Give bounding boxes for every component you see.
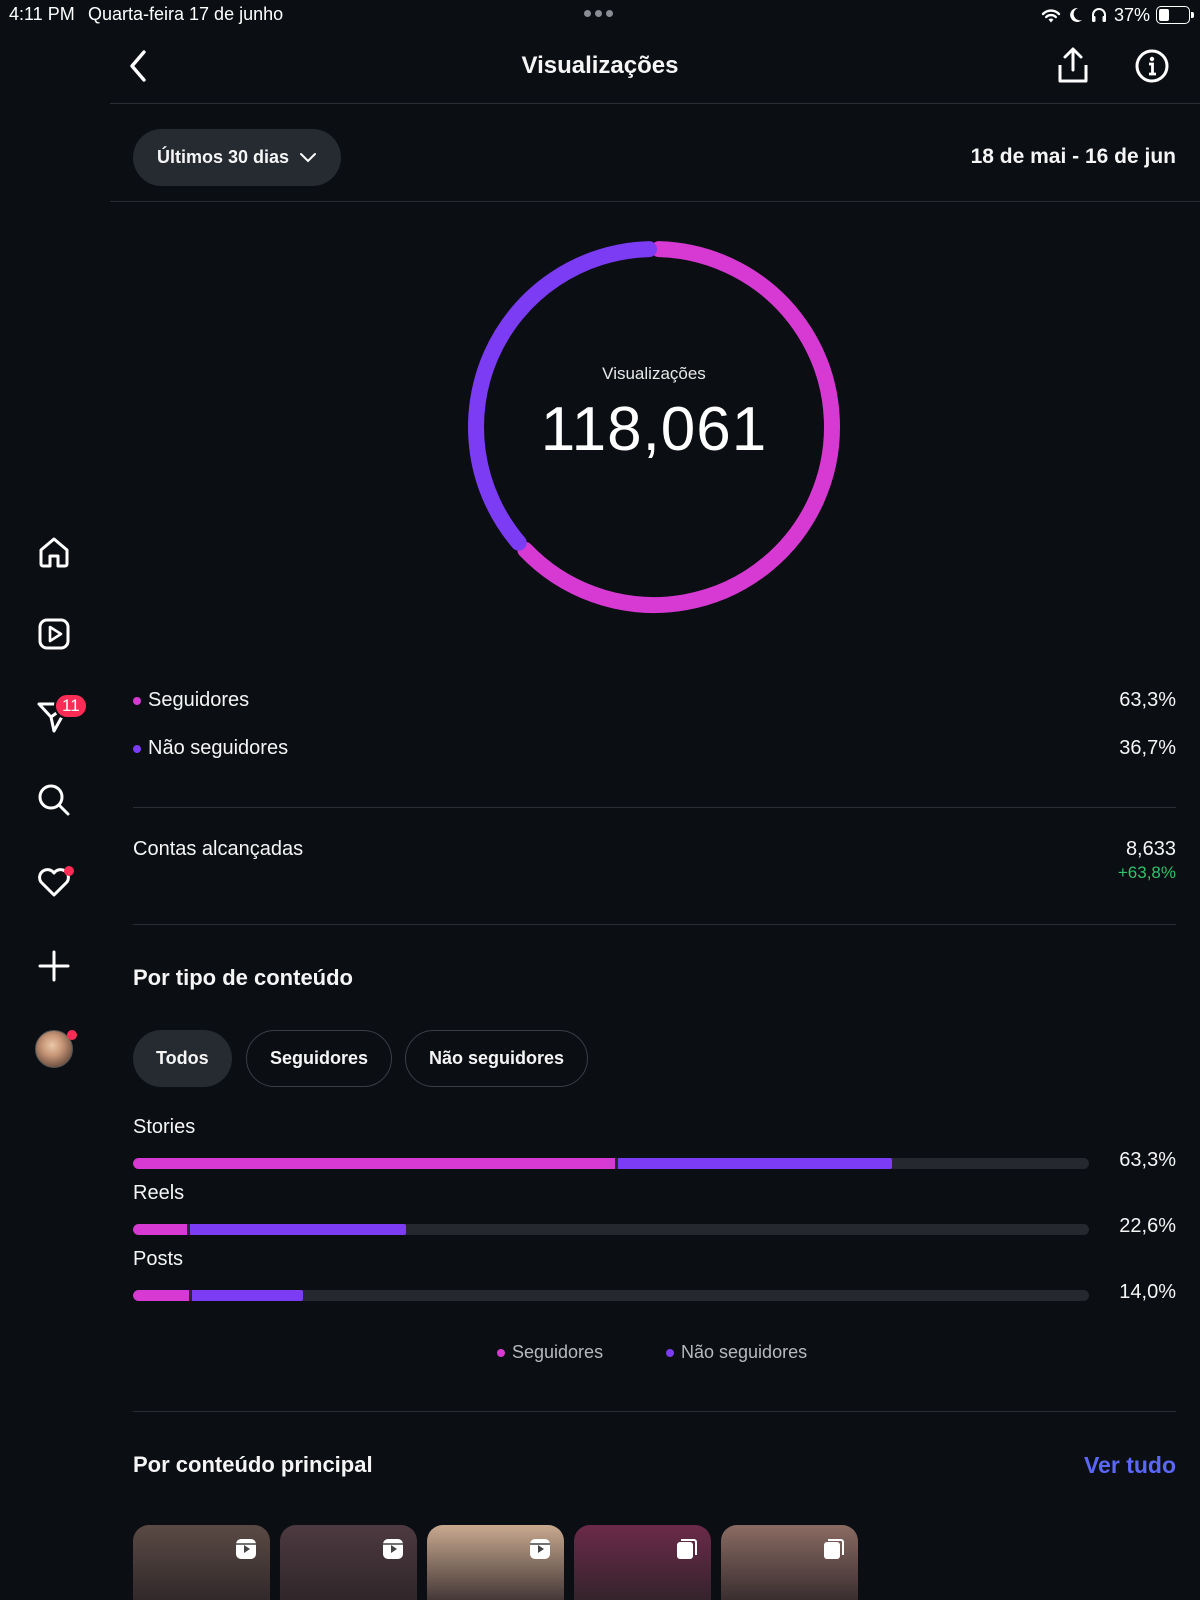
non-followers-row: Não seguidores 36,7% [133, 737, 1176, 760]
date-range: 18 de mai - 16 de jun [970, 145, 1176, 168]
status-time: 4:11 PM [9, 4, 75, 24]
content-type-divider [133, 1411, 1176, 1412]
top-content-thumbnail[interactable] [574, 1525, 711, 1600]
multitasking-dots-icon[interactable] [584, 10, 616, 18]
donut-label: Visualizações [602, 364, 706, 383]
share-button[interactable] [1054, 46, 1092, 86]
followers-percent: 63,3% [1119, 689, 1176, 711]
header-divider [110, 103, 1200, 104]
bar-segment-stories-followers [133, 1158, 615, 1169]
non-followers-dot [133, 744, 141, 753]
reels-icon[interactable] [34, 614, 74, 654]
see-all-link[interactable]: Ver tudo [1083, 1452, 1176, 1478]
legend-non-followers-dot [666, 1348, 674, 1357]
activity-dot [64, 866, 74, 876]
legend-followers-label: Seguidores [512, 1342, 604, 1362]
battery-icon [1156, 6, 1194, 24]
bar-segment-posts-non-followers [192, 1290, 304, 1301]
donut-non-followers-arc [468, 241, 658, 551]
followers-dot [133, 696, 141, 705]
views-total: 118,061 [540, 395, 768, 464]
home-icon[interactable] [34, 532, 74, 572]
create-plus-icon[interactable] [34, 946, 74, 986]
audience-divider [133, 807, 1176, 808]
reach-divider [133, 924, 1176, 925]
reach-value: 8,633 [1125, 838, 1176, 860]
bar-percent-stories: 63,3% [1119, 1149, 1176, 1171]
top-content-thumbnail[interactable] [721, 1525, 858, 1600]
headphones-icon [1091, 8, 1106, 22]
followers-row: Seguidores 63,3% [133, 689, 1176, 712]
legend-non-followers: Não seguidores [666, 1342, 807, 1363]
reach-change: +63,8% [1117, 863, 1176, 882]
profile-avatar[interactable] [35, 1030, 73, 1068]
top-content-thumbnail[interactable] [133, 1525, 270, 1600]
profile-dot [67, 1030, 77, 1040]
views-donut-chart [468, 241, 840, 613]
non-followers-percent: 36,7% [1119, 737, 1176, 759]
bar-segment-reels-non-followers [189, 1224, 407, 1235]
reach-label: Contas alcançadas [133, 838, 304, 860]
non-followers-label: Não seguidores [148, 737, 289, 759]
donut-followers-arc [517, 241, 840, 613]
notification-badge: 11 [54, 693, 88, 719]
moon-icon [1070, 7, 1082, 22]
activity-heart-icon[interactable] [34, 862, 74, 902]
bar-segment-stories-non-followers [617, 1158, 893, 1169]
bar-label-reels: Reels [133, 1182, 185, 1204]
chip-nao-seguidores[interactable]: Não seguidores [405, 1030, 589, 1087]
status-date: Quarta-feira 17 de junho [88, 4, 284, 24]
page-title: Visualizações [521, 52, 679, 79]
bar-segment-posts-followers [133, 1290, 190, 1301]
top-content-title: Por conteúdo principal [133, 1452, 373, 1477]
reel-icon [528, 1537, 552, 1561]
filter-divider [110, 201, 1200, 202]
reel-icon [381, 1537, 405, 1561]
top-content-thumbnail[interactable] [427, 1525, 564, 1600]
search-icon[interactable] [34, 780, 74, 820]
bar-percent-reels: 22,6% [1119, 1215, 1176, 1237]
carousel-icon [675, 1537, 699, 1561]
period-dropdown[interactable]: Últimos 30 dias [133, 129, 342, 186]
status-indicators: 37% [1040, 4, 1194, 26]
chevron-left-icon [130, 50, 146, 82]
chip-todos[interactable]: Todos [133, 1030, 232, 1087]
share-icon [1058, 47, 1088, 83]
chip-seguidores[interactable]: Seguidores [246, 1030, 393, 1087]
top-content-thumbnail[interactable] [280, 1525, 417, 1600]
chevron-down-icon [300, 152, 317, 162]
reel-icon [234, 1537, 258, 1561]
bar-label-posts: Posts [133, 1248, 184, 1270]
legend-non-followers-label: Não seguidores [681, 1342, 808, 1362]
bar-segment-reels-followers [133, 1224, 187, 1235]
period-label: Últimos 30 dias [157, 147, 290, 167]
bar-label-stories: Stories [133, 1116, 196, 1138]
bar-track-posts [133, 1290, 1089, 1301]
content-type-title: Por tipo de conteúdo [133, 965, 353, 990]
legend-followers-dot [497, 1348, 505, 1357]
wifi-icon [1041, 9, 1061, 23]
back-button[interactable] [122, 48, 154, 84]
legend-followers: Seguidores [497, 1342, 603, 1363]
bar-percent-posts: 14,0% [1119, 1281, 1176, 1303]
info-icon [1135, 49, 1169, 83]
bar-track-stories [133, 1158, 1089, 1169]
info-button[interactable] [1134, 48, 1170, 84]
followers-label: Seguidores [148, 689, 250, 711]
battery-percent: 37% [1113, 4, 1150, 25]
carousel-icon [822, 1537, 846, 1561]
bar-track-reels [133, 1224, 1089, 1235]
